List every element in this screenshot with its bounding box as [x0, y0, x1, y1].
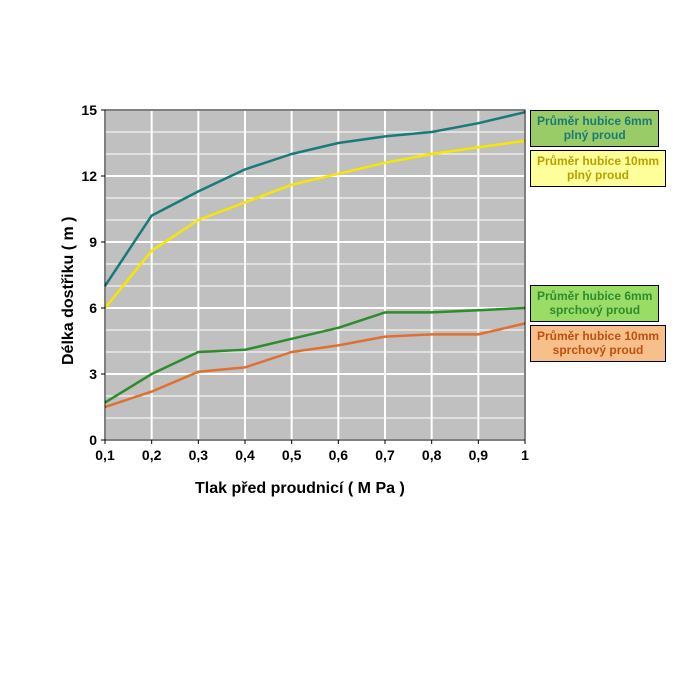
legend-6mm-sprch: Průměr hubice 6mmsprchový proud: [530, 285, 659, 322]
svg-text:12: 12: [81, 168, 97, 184]
svg-text:0,3: 0,3: [189, 447, 209, 463]
svg-text:0,8: 0,8: [422, 447, 442, 463]
svg-text:0: 0: [89, 432, 97, 448]
legend-line: Průměr hubice 10mm: [537, 329, 659, 343]
legend-line: Průměr hubice 6mm: [537, 289, 652, 303]
legend-line: sprchový proud: [537, 343, 659, 357]
legend-line: sprchový proud: [537, 303, 652, 317]
svg-text:0,6: 0,6: [329, 447, 349, 463]
svg-text:0,5: 0,5: [282, 447, 302, 463]
svg-text:0,9: 0,9: [469, 447, 489, 463]
svg-text:3: 3: [89, 366, 97, 382]
svg-text:0,4: 0,4: [235, 447, 255, 463]
legend-6mm-plny: Průměr hubice 6mmplný proud: [530, 110, 659, 147]
x-axis-title: Tlak před proudnicí ( M Pa ): [195, 480, 405, 498]
legend-line: Průměr hubice 10mm: [537, 154, 659, 168]
legend-line: plný proud: [537, 128, 652, 142]
svg-text:1: 1: [521, 447, 529, 463]
svg-text:6: 6: [89, 300, 97, 316]
legend-10mm-sprch: Průměr hubice 10mmsprchový proud: [530, 325, 666, 362]
svg-text:0,7: 0,7: [375, 447, 395, 463]
legend-line: Průměr hubice 6mm: [537, 114, 652, 128]
y-axis-title: Délka dostřiku ( m ): [60, 217, 78, 365]
legend-line: plný proud: [537, 168, 659, 182]
svg-text:15: 15: [81, 102, 97, 118]
svg-text:9: 9: [89, 234, 97, 250]
legend-10mm-plny: Průměr hubice 10mmplný proud: [530, 150, 666, 187]
svg-text:0,2: 0,2: [142, 447, 162, 463]
svg-text:0,1: 0,1: [95, 447, 115, 463]
